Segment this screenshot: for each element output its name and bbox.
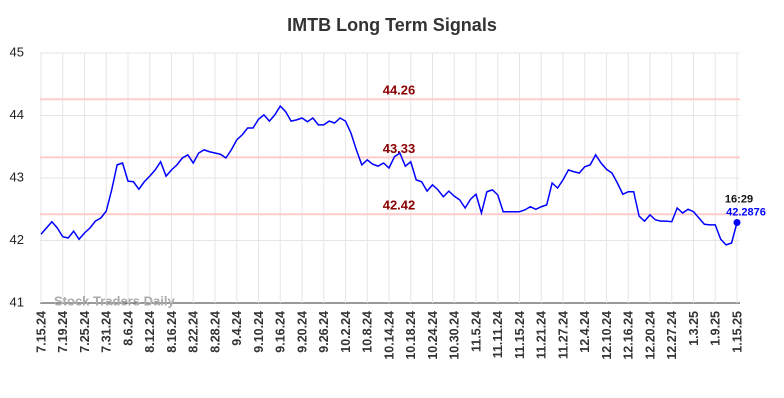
x-tick-label: 11.15.24: [513, 311, 527, 359]
x-tick-label: 8.28.24: [208, 311, 222, 353]
signal-label: 42.42: [383, 198, 416, 213]
x-tick-label: 10.14.24: [382, 311, 396, 360]
price-line: [40, 104, 738, 246]
x-tick-label: 12.27.24: [665, 311, 679, 360]
x-tick-label: 7.15.24: [34, 311, 48, 353]
x-tick-label: 9.16.24: [274, 311, 288, 353]
x-tick-label: 8.12.24: [143, 311, 157, 353]
x-tick-label: 10.18.24: [404, 311, 418, 360]
last-value: 42.2876: [726, 206, 766, 218]
x-tick-label: 11.11.24: [491, 311, 505, 358]
x-tick-label: 11.27.24: [556, 311, 570, 359]
x-tick-label: 9.20.24: [295, 311, 309, 353]
x-tick-label: 10.30.24: [448, 311, 462, 360]
y-tick-label: 43: [10, 169, 24, 184]
x-tick-label: 8.6.24: [121, 311, 135, 346]
x-tick-label: 11.5.24: [469, 311, 483, 352]
x-tick-label: 12.20.24: [643, 311, 657, 360]
x-tick-label: 1.15.25: [730, 311, 744, 353]
x-tick-label: 12.4.24: [578, 311, 592, 353]
x-tick-label: 7.19.24: [56, 311, 70, 353]
x-tick-label: 10.8.24: [361, 311, 375, 353]
last-point: [733, 219, 741, 227]
x-tick-label: 9.26.24: [317, 311, 331, 353]
x-tick-label: 11.21.24: [535, 311, 549, 359]
last-time: 16:29: [725, 193, 753, 205]
signal-label: 43.33: [383, 141, 416, 156]
x-tick-label: 9.4.24: [230, 311, 244, 346]
y-tick-label: 42: [10, 232, 24, 247]
x-tick-label: 10.24.24: [426, 311, 440, 360]
signal-label: 44.26: [383, 83, 416, 98]
y-tick-label: 44: [10, 107, 24, 122]
x-tick-label: 8.22.24: [187, 311, 201, 353]
chart-title: IMTB Long Term Signals: [287, 15, 497, 35]
y-tick-label: 45: [10, 44, 24, 59]
x-tick-label: 7.31.24: [100, 311, 114, 353]
x-tick-label: 10.2.24: [339, 311, 353, 353]
x-tick-label: 1.9.25: [709, 311, 723, 346]
y-tick-label: 41: [10, 294, 24, 309]
x-tick-label: 12.10.24: [600, 311, 614, 360]
x-tick-label: 7.25.24: [78, 311, 92, 353]
watermark: Stock Traders Daily: [54, 293, 175, 308]
x-tick-label: 12.16.24: [622, 311, 636, 360]
x-tick-label: 1.3.25: [687, 311, 701, 346]
x-tick-label: 9.10.24: [252, 311, 266, 353]
x-tick-label: 8.16.24: [165, 311, 179, 353]
